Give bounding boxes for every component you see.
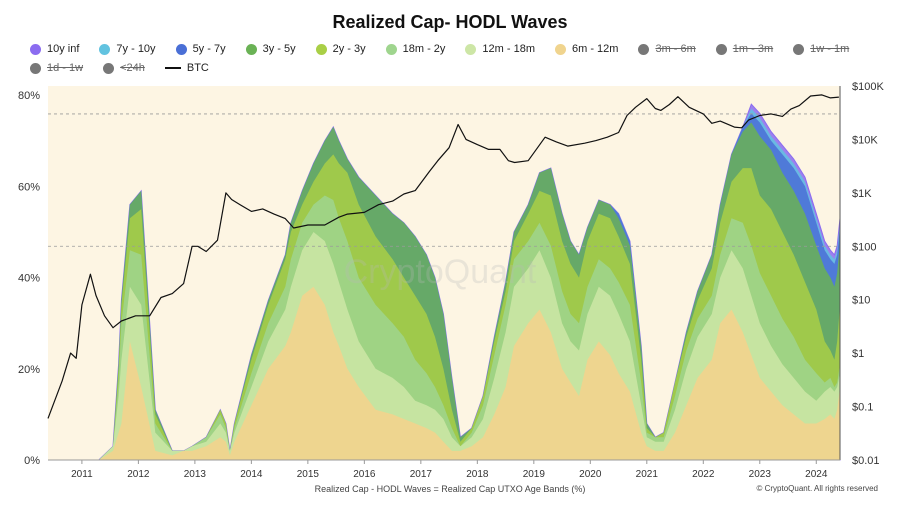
legend-swatch — [164, 67, 181, 69]
legend-swatch — [103, 62, 115, 74]
legend-swatch — [315, 43, 327, 55]
legend-item-2y-3y[interactable]: 2y - 3y — [315, 42, 366, 56]
legend-swatch — [245, 43, 257, 55]
legend-swatch — [99, 43, 111, 55]
legend-swatch — [793, 43, 805, 55]
x-tick-label: 2023 — [749, 469, 772, 480]
legend-swatch — [385, 43, 397, 55]
chart-caption: Realized Cap - HODL Waves = Realized Cap… — [314, 484, 586, 494]
legend-swatch — [554, 43, 566, 55]
legend-label: 12m - 18m — [482, 43, 535, 55]
legend-label: 1w - 1m — [810, 43, 850, 55]
legend-item-6m-12m[interactable]: 6m - 12m — [554, 42, 619, 56]
y-left-tick-label: 40% — [18, 273, 40, 285]
legend-item-12m-18m[interactable]: 12m - 18m — [465, 42, 535, 56]
legend-item-10y-inf[interactable]: 10y inf — [30, 42, 79, 56]
y-left-tick-label: 0% — [24, 455, 40, 467]
x-tick-label: 2011 — [71, 469, 93, 480]
x-tick-label: 2016 — [353, 469, 376, 480]
y-left-tick-label: 20% — [18, 364, 40, 376]
legend-swatch — [465, 43, 477, 55]
x-tick-label: 2013 — [184, 469, 207, 480]
y-right-tick-label: $10 — [852, 295, 870, 307]
x-tick-label: 2022 — [692, 469, 715, 480]
x-tick-label: 2019 — [523, 469, 546, 480]
legend-label: 10y inf — [47, 43, 80, 55]
legend-swatch — [715, 43, 727, 55]
legend-label: 3y - 5y — [262, 43, 296, 55]
grid-layer — [48, 113, 840, 247]
y-left-tick-label: 60% — [18, 181, 40, 193]
x-tick-label: 2024 — [805, 469, 828, 480]
x-tick-label: 2014 — [240, 469, 263, 480]
watermark: CryptoQuant — [344, 253, 537, 291]
y-right-tick-label: $100 — [852, 241, 876, 253]
legend-label: 1m - 3m — [732, 43, 774, 55]
legend-item-18m-2y[interactable]: 18m - 2y — [385, 42, 446, 56]
y-right-tick-label: $10K — [852, 134, 878, 146]
legend-label: 2y - 3y — [332, 43, 366, 55]
copyright-notice: © CryptoQuant. All rights reserved — [756, 484, 879, 493]
y-left-tick-label: 80% — [18, 90, 40, 102]
y-right-tick-label: $1 — [852, 348, 864, 360]
chart-legend: 10y inf 7y - 10y 5y - 7y 3y - 5y 2y - 3y 18m … — [30, 42, 880, 75]
legend-label: 3m - 6m — [655, 43, 696, 55]
legend-swatch — [638, 43, 650, 55]
x-tick-label: 2018 — [466, 469, 489, 480]
legend-swatch — [175, 43, 187, 55]
legend-item-5y-7y[interactable]: 5y - 7y — [175, 42, 226, 56]
legend-item-24h[interactable]: <24h — [103, 61, 145, 75]
legend-item-1m-3m[interactable]: 1m - 3m — [715, 42, 774, 56]
band-2y-3y — [48, 154, 840, 460]
legend-label: 1d - 1w — [47, 62, 84, 74]
legend-item-7y-10y[interactable]: 7y - 10y — [99, 42, 156, 56]
legend-item-btc[interactable]: BTC — [164, 61, 209, 75]
x-tick-label: 2015 — [297, 469, 320, 480]
band-12m-18m — [48, 232, 840, 460]
chart-title: Realized Cap- HODL Waves — [332, 12, 568, 32]
x-axis: 2011 2012 2013 2014 2015 2016 2017 2018 2019 2020… — [71, 460, 828, 480]
legend-label: <24h — [120, 62, 145, 74]
legend-item-1w-1m[interactable]: 1w - 1m — [793, 42, 849, 56]
y-right-tick-label: $0.1 — [852, 402, 873, 414]
x-tick-label: 2012 — [127, 469, 150, 480]
legend-label: 6m - 12m — [571, 43, 619, 55]
x-tick-label: 2020 — [579, 469, 602, 480]
series-layer — [48, 103, 841, 461]
x-tick-label: 2021 — [636, 469, 659, 480]
legend-label: 7y - 10y — [116, 43, 156, 55]
legend-swatch — [30, 43, 41, 55]
y-right-tick-label: $0.01 — [852, 455, 880, 467]
y-axis-left: 0% 20% 40% 60% 80% — [18, 90, 40, 467]
legend-swatch — [30, 62, 41, 74]
legend-item-3y-5y[interactable]: 3y - 5y — [245, 42, 296, 56]
btc-price-line — [47, 94, 839, 419]
y-right-tick-label: $1K — [852, 188, 872, 200]
legend-label: 5y - 7y — [192, 43, 226, 55]
y-right-tick-label: $100K — [852, 81, 884, 93]
y-axis-right: $0.01 $0.1 $1 $10 $100 $1K $10K $100K — [852, 81, 884, 467]
x-tick-label: 2017 — [410, 469, 433, 480]
legend-label: BTC — [186, 62, 209, 74]
band-6m-12m — [48, 286, 840, 460]
legend-item-1d-1w[interactable]: 1d - 1w — [30, 61, 83, 75]
band-18m-2y — [48, 195, 840, 460]
legend-item-3m-6m[interactable]: 3m - 6m — [638, 42, 696, 56]
legend-label: 18m - 2y — [402, 43, 446, 55]
